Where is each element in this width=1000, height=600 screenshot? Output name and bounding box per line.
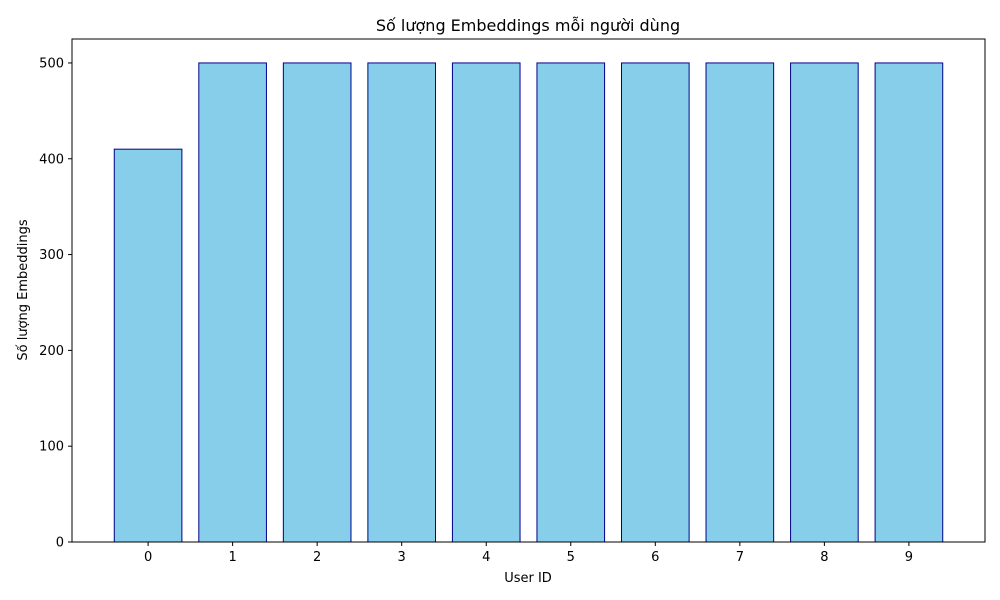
bars-group (113, 62, 944, 543)
x-tick-label: 3 (398, 550, 406, 565)
bar-3 (367, 62, 437, 543)
y-tick-label: 100 (39, 440, 64, 455)
x-tick-label: 9 (905, 550, 913, 565)
x-tick-label: 8 (820, 550, 828, 565)
y-tick-label: 200 (39, 344, 64, 359)
bar-6 (620, 62, 690, 543)
x-axis-ticks: 0 1 2 3 4 5 6 7 8 9 (144, 542, 913, 565)
x-tick-label: 4 (482, 550, 490, 565)
y-tick-label: 500 (39, 56, 64, 71)
x-tick-label: 6 (651, 550, 659, 565)
y-axis-ticks: 0 100 200 300 400 500 (39, 56, 72, 551)
y-tick-label: 0 (56, 536, 64, 551)
x-tick-label: 1 (228, 550, 236, 565)
y-tick-label: 400 (39, 152, 64, 167)
bar-2 (282, 62, 352, 543)
x-tick-label: 5 (567, 550, 575, 565)
bar-4 (451, 62, 521, 543)
x-tick-label: 0 (144, 550, 152, 565)
bar-7 (705, 62, 775, 543)
y-axis-label: Số lượng Embeddings (16, 219, 31, 361)
bar-9 (874, 62, 944, 543)
plot-frame (71, 38, 986, 543)
y-tick-label: 300 (39, 248, 64, 263)
chart-title: Số lượng Embeddings mỗi người dùng (376, 16, 680, 35)
bar-5 (536, 62, 606, 543)
x-tick-label: 7 (736, 550, 744, 565)
bar-8 (790, 62, 859, 543)
x-axis-label: User ID (504, 571, 552, 586)
bar-0 (113, 148, 183, 543)
x-tick-label: 2 (313, 550, 321, 565)
bar-1 (198, 62, 267, 543)
